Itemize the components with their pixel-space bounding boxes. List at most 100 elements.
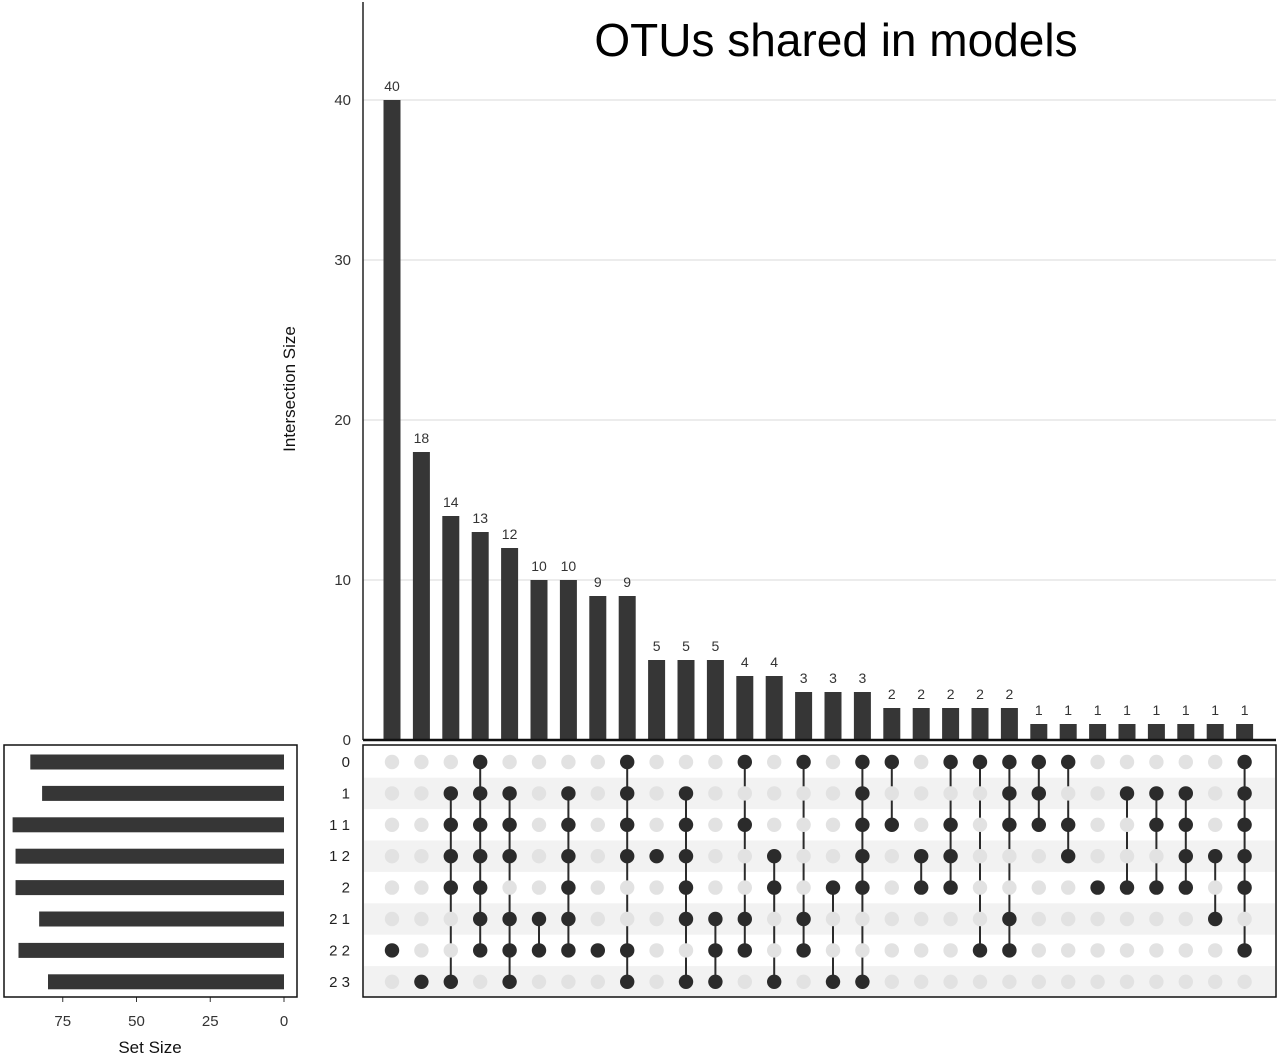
matrix-dot-filled (1149, 880, 1164, 895)
matrix-dot-empty (767, 911, 782, 927)
matrix-dot-empty (767, 817, 782, 832)
set-size-tick-label: 25 (202, 1013, 219, 1030)
matrix-dot-empty (620, 911, 635, 927)
set-label: 2 2 (329, 942, 350, 959)
matrix-dot-empty (825, 786, 841, 801)
matrix-dot-empty (384, 880, 400, 895)
matrix-dot-filled (443, 849, 458, 864)
matrix-dot-empty (384, 754, 400, 770)
matrix-dot-empty (796, 974, 811, 989)
bar-value-label: 1 (1182, 702, 1190, 718)
matrix-dot-filled (737, 754, 752, 770)
matrix-dot-empty (443, 754, 458, 770)
intersection-bar (1236, 724, 1254, 740)
matrix-dot-empty (384, 817, 400, 832)
matrix-dot-filled (678, 974, 694, 989)
matrix-dot-filled (708, 974, 723, 989)
intersection-bar (530, 580, 548, 740)
bar-value-label: 1 (1035, 702, 1043, 718)
matrix-dot-empty (678, 754, 694, 770)
matrix-dot-empty (1031, 943, 1047, 958)
matrix-dot-filled (855, 849, 870, 864)
set-label: 0 (342, 754, 350, 771)
bar-value-label: 13 (472, 510, 488, 526)
matrix-dot-filled (561, 911, 576, 927)
matrix-stripe (364, 966, 1275, 998)
matrix-dot-filled (708, 943, 723, 958)
matrix-dot-empty (737, 849, 752, 864)
matrix-dot-empty (1149, 754, 1164, 770)
matrix-dot-filled (473, 849, 488, 864)
matrix-dot-filled (561, 849, 576, 864)
matrix-dot-filled (1061, 849, 1076, 864)
matrix-dot-empty (796, 817, 811, 832)
matrix-dot-empty (1119, 849, 1135, 864)
set-label: 2 1 (329, 911, 350, 928)
intersection-bar (1177, 724, 1195, 740)
matrix-dot-filled (1119, 786, 1135, 801)
intersection-bar (971, 708, 989, 740)
matrix-dot-filled (855, 974, 870, 989)
matrix-dot-empty (972, 911, 988, 927)
set-size-tick-label: 50 (128, 1013, 145, 1030)
matrix-dot-empty (590, 817, 605, 832)
intersection-bar (559, 580, 577, 740)
matrix-dot-empty (1002, 849, 1017, 864)
matrix-dot-filled (590, 943, 605, 958)
bar-value-label: 10 (531, 558, 547, 574)
intersection-bar (912, 708, 930, 740)
matrix-dot-empty (384, 786, 400, 801)
bar-value-label: 2 (947, 686, 955, 702)
matrix-dot-empty (531, 786, 547, 801)
matrix-dot-empty (531, 880, 547, 895)
matrix-dot-empty (914, 754, 929, 770)
matrix-dot-empty (1090, 786, 1105, 801)
matrix-dot-empty (1031, 911, 1047, 927)
bar-value-label: 18 (414, 430, 430, 446)
matrix-dot-filled (473, 754, 488, 770)
matrix-dot-filled (737, 817, 752, 832)
matrix-dot-empty (767, 754, 782, 770)
bar-value-label: 1 (1211, 702, 1219, 718)
matrix-dot-empty (1061, 974, 1076, 989)
bar-value-label: 10 (561, 558, 577, 574)
matrix-dot-empty (884, 943, 899, 958)
matrix-dot-empty (884, 911, 899, 927)
matrix-dot-empty (1061, 786, 1076, 801)
matrix-dot-empty (825, 943, 841, 958)
bar-value-label: 1 (1241, 702, 1249, 718)
matrix-dot-empty (972, 974, 988, 989)
matrix-dot-empty (649, 786, 664, 801)
matrix-dot-filled (767, 849, 782, 864)
matrix-dot-empty (737, 880, 752, 895)
matrix-dot-empty (649, 817, 664, 832)
intersection-bar (589, 596, 607, 740)
matrix-dot-empty (1031, 880, 1047, 895)
matrix-dot-filled (767, 880, 782, 895)
matrix-dot-filled (473, 817, 488, 832)
matrix-dot-filled (531, 911, 547, 927)
matrix-dot-empty (943, 911, 958, 927)
matrix-dot-empty (384, 974, 400, 989)
set-label: 2 (342, 880, 350, 897)
matrix-dot-filled (737, 911, 752, 927)
matrix-dot-filled (855, 880, 870, 895)
matrix-dot-empty (1149, 943, 1164, 958)
matrix-dot-empty (1002, 974, 1017, 989)
matrix-dot-empty (649, 754, 664, 770)
matrix-dot-filled (414, 974, 429, 989)
matrix-dot-empty (1237, 974, 1252, 989)
matrix-dot-empty (708, 849, 723, 864)
bar-value-label: 3 (800, 670, 808, 686)
gridlines (363, 99, 1276, 581)
matrix-dot-filled (825, 880, 841, 895)
matrix-dot-empty (767, 943, 782, 958)
matrix-dot-empty (1119, 974, 1135, 989)
matrix-dot-filled (1178, 849, 1194, 864)
matrix-dot-empty (1178, 943, 1194, 958)
set-label: 1 (342, 785, 350, 802)
matrix-dot-filled (502, 943, 517, 958)
set-size-bar (15, 880, 285, 896)
matrix-frame (362, 744, 1277, 998)
matrix-dot-empty (708, 817, 723, 832)
